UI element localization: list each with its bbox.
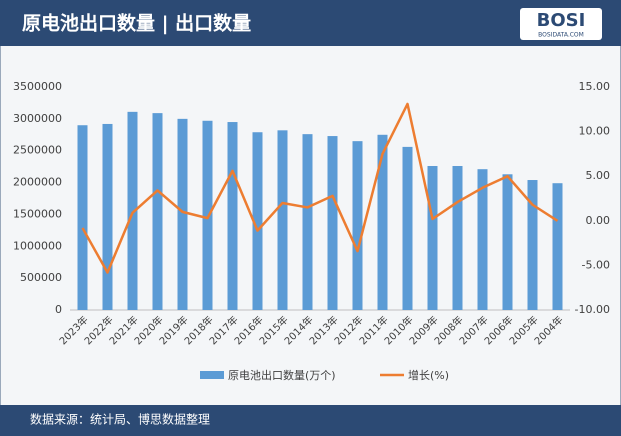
source: 数据来源：统计局、博思数据整理 (30, 412, 210, 427)
y-tick-label: 1500000 (13, 207, 62, 220)
bar (77, 125, 88, 310)
bar (527, 180, 538, 310)
bar (252, 132, 263, 310)
bar (152, 113, 163, 310)
bar (452, 166, 463, 310)
logo-box (520, 8, 602, 40)
y-tick-label: 3000000 (13, 112, 62, 125)
bar (477, 169, 488, 310)
bar (427, 166, 438, 310)
bar (327, 136, 338, 310)
logo: BOSI (537, 10, 586, 31)
y2-tick-label: 10.00 (579, 125, 611, 138)
y-tick-label: 0 (55, 303, 62, 316)
bar (352, 141, 363, 310)
y-tick-label: 2000000 (13, 176, 62, 189)
legend-label: 增长(%) (408, 368, 449, 382)
y2-tick-label: 0.00 (586, 214, 611, 227)
line (81, 102, 559, 274)
y-tick-label: 1000000 (13, 239, 62, 252)
y2-tick-label: -10.00 (575, 303, 610, 316)
logo-subtitle: BOSIDATA.COM (538, 32, 584, 39)
y2-tick-label: -5.00 (582, 258, 610, 271)
chart-title: 原电池出口数量 | 出口数量 (22, 12, 251, 35)
y2-tick-label: 5.00 (586, 169, 611, 182)
legend-label: 原电池出口数量(万个) (228, 368, 336, 382)
bar (102, 123, 113, 310)
bar (277, 130, 288, 310)
bar (552, 183, 563, 310)
bar (177, 118, 188, 310)
y-tick-label: 2500000 (13, 144, 62, 157)
footer-band (0, 405, 621, 436)
bar (202, 120, 213, 310)
y-tick-label: 500000 (20, 271, 62, 284)
bar (227, 122, 238, 311)
bar (302, 134, 313, 310)
bar (502, 174, 513, 310)
bar (127, 111, 138, 310)
bar (377, 134, 388, 310)
y2-tick-label: 15.00 (579, 80, 611, 93)
header-band (0, 0, 621, 46)
legend-swatch (200, 371, 224, 379)
bar (402, 146, 413, 310)
y-tick-label: 3500000 (13, 80, 62, 93)
